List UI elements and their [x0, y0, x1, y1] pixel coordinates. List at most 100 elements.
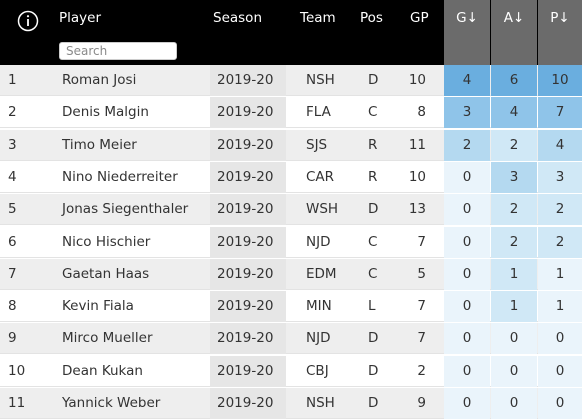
- assists-cell: 0: [491, 388, 537, 419]
- season-column-bg: [210, 258, 286, 290]
- header-assists-label: A↓: [503, 10, 525, 26]
- season-cell: 2019-20: [217, 395, 274, 411]
- player-name: Denis Malgin: [62, 104, 149, 121]
- pos-cell: R: [368, 168, 378, 185]
- header-season[interactable]: Season: [213, 10, 262, 26]
- header-player[interactable]: Player: [59, 10, 102, 26]
- gp-cell: 11: [408, 136, 426, 153]
- table-row[interactable]: 1 Roman Josi 2019-20 NSH D 10 4 6 10: [0, 65, 582, 96]
- team-cell: NJD: [306, 330, 331, 347]
- rank-cell: 2: [8, 104, 17, 121]
- table-row[interactable]: 4 Nino Niederreiter 2019-20 CAR R 10 0 3 3: [0, 161, 582, 193]
- assists-cell: 6: [491, 65, 537, 96]
- season-column-bg: [210, 65, 286, 96]
- goals-cell: 0: [444, 161, 490, 193]
- pos-cell: D: [368, 330, 379, 347]
- rank-cell: 5: [8, 201, 17, 218]
- team-cell: EDM: [306, 265, 337, 282]
- header-points-sorted[interactable]: P↓: [538, 0, 582, 65]
- season-column-bg: [210, 161, 286, 193]
- pos-cell: D: [368, 72, 379, 88]
- gp-cell: 10: [408, 72, 426, 88]
- header-pos[interactable]: Pos: [360, 10, 383, 26]
- season-cell: 2019-20: [217, 201, 274, 218]
- header-team[interactable]: Team: [300, 10, 336, 26]
- goals-cell: 2: [444, 129, 490, 161]
- pos-cell: L: [368, 298, 376, 315]
- info-circle-icon[interactable]: [17, 10, 39, 32]
- player-name: Yannick Weber: [62, 395, 161, 411]
- header-goals-sorted[interactable]: G↓: [444, 0, 490, 65]
- gp-cell: 10: [408, 168, 426, 185]
- team-cell: CAR: [306, 168, 335, 185]
- season-column-bg: [210, 226, 286, 258]
- search-input[interactable]: [59, 42, 177, 60]
- player-name: Nino Niederreiter: [62, 168, 178, 185]
- pos-cell: D: [368, 395, 379, 411]
- table-row[interactable]: 8 Kevin Fiala 2019-20 MIN L 7 0 1 1: [0, 291, 582, 323]
- header-assists-sorted[interactable]: A↓: [491, 0, 537, 65]
- points-cell: 2: [538, 194, 582, 226]
- team-cell: NSH: [306, 72, 335, 88]
- player-name: Timo Meier: [62, 136, 137, 153]
- season-column-bg: [210, 388, 286, 419]
- season-cell: 2019-20: [217, 233, 274, 250]
- team-cell: WSH: [306, 201, 339, 218]
- season-column-bg: [210, 323, 286, 355]
- season-column-bg: [210, 291, 286, 323]
- points-cell: 7: [538, 97, 582, 129]
- team-cell: FLA: [306, 104, 331, 121]
- season-cell: 2019-20: [217, 298, 274, 315]
- goals-cell: 0: [444, 291, 490, 323]
- rank-cell: 4: [8, 168, 17, 185]
- gp-cell: 7: [417, 298, 426, 315]
- season-column-bg: [210, 129, 286, 161]
- table-row[interactable]: 2 Denis Malgin 2019-20 FLA C 8 3 4 7: [0, 97, 582, 129]
- assists-cell: 2: [491, 129, 537, 161]
- points-cell: 1: [538, 258, 582, 290]
- points-cell: 0: [538, 323, 582, 355]
- season-column-bg: [210, 355, 286, 387]
- header-points-label: P↓: [550, 10, 570, 26]
- season-cell: 2019-20: [217, 265, 274, 282]
- player-name: Gaetan Haas: [62, 265, 150, 282]
- assists-cell: 3: [491, 161, 537, 193]
- pos-cell: D: [368, 362, 379, 379]
- rank-cell: 6: [8, 233, 17, 250]
- rank-cell: 10: [8, 362, 26, 379]
- assists-cell: 2: [491, 194, 537, 226]
- gp-cell: 8: [417, 104, 426, 121]
- table-row[interactable]: 9 Mirco Mueller 2019-20 NJD D 7 0 0 0: [0, 323, 582, 355]
- player-name: Mirco Mueller: [62, 330, 153, 347]
- gp-cell: 5: [417, 265, 426, 282]
- season-cell: 2019-20: [217, 72, 274, 88]
- assists-cell: 4: [491, 97, 537, 129]
- goals-cell: 0: [444, 388, 490, 419]
- table-row[interactable]: 3 Timo Meier 2019-20 SJS R 11 2 2 4: [0, 129, 582, 161]
- table-row[interactable]: 6 Nico Hischier 2019-20 NJD C 7 0 2 2: [0, 226, 582, 258]
- season-column-bg: [210, 97, 286, 129]
- player-name: Kevin Fiala: [62, 298, 134, 315]
- player-name: Nico Hischier: [62, 233, 151, 250]
- table-row[interactable]: 5 Jonas Siegenthaler 2019-20 WSH D 13 0 2 2: [0, 194, 582, 226]
- pos-cell: D: [368, 201, 379, 218]
- assists-cell: 1: [491, 258, 537, 290]
- header-goals-label: G↓: [456, 10, 478, 26]
- table-row[interactable]: 10 Dean Kukan 2019-20 CBJ D 2 0 0 0: [0, 355, 582, 387]
- header-gp[interactable]: GP: [410, 10, 429, 26]
- table-row[interactable]: 7 Gaetan Haas 2019-20 EDM C 5 0 1 1: [0, 258, 582, 290]
- points-cell: 0: [538, 355, 582, 387]
- gp-cell: 7: [417, 233, 426, 250]
- goals-cell: 4: [444, 65, 490, 96]
- table-row[interactable]: 11 Yannick Weber 2019-20 NSH D 9 0 0 0: [0, 388, 582, 419]
- points-cell: 0: [538, 388, 582, 419]
- season-cell: 2019-20: [217, 104, 274, 121]
- player-name: Jonas Siegenthaler: [62, 201, 189, 218]
- rank-cell: 8: [8, 298, 17, 315]
- goals-cell: 0: [444, 258, 490, 290]
- points-cell: 1: [538, 291, 582, 323]
- points-cell: 3: [538, 161, 582, 193]
- points-cell: 4: [538, 129, 582, 161]
- season-column-bg: [210, 194, 286, 226]
